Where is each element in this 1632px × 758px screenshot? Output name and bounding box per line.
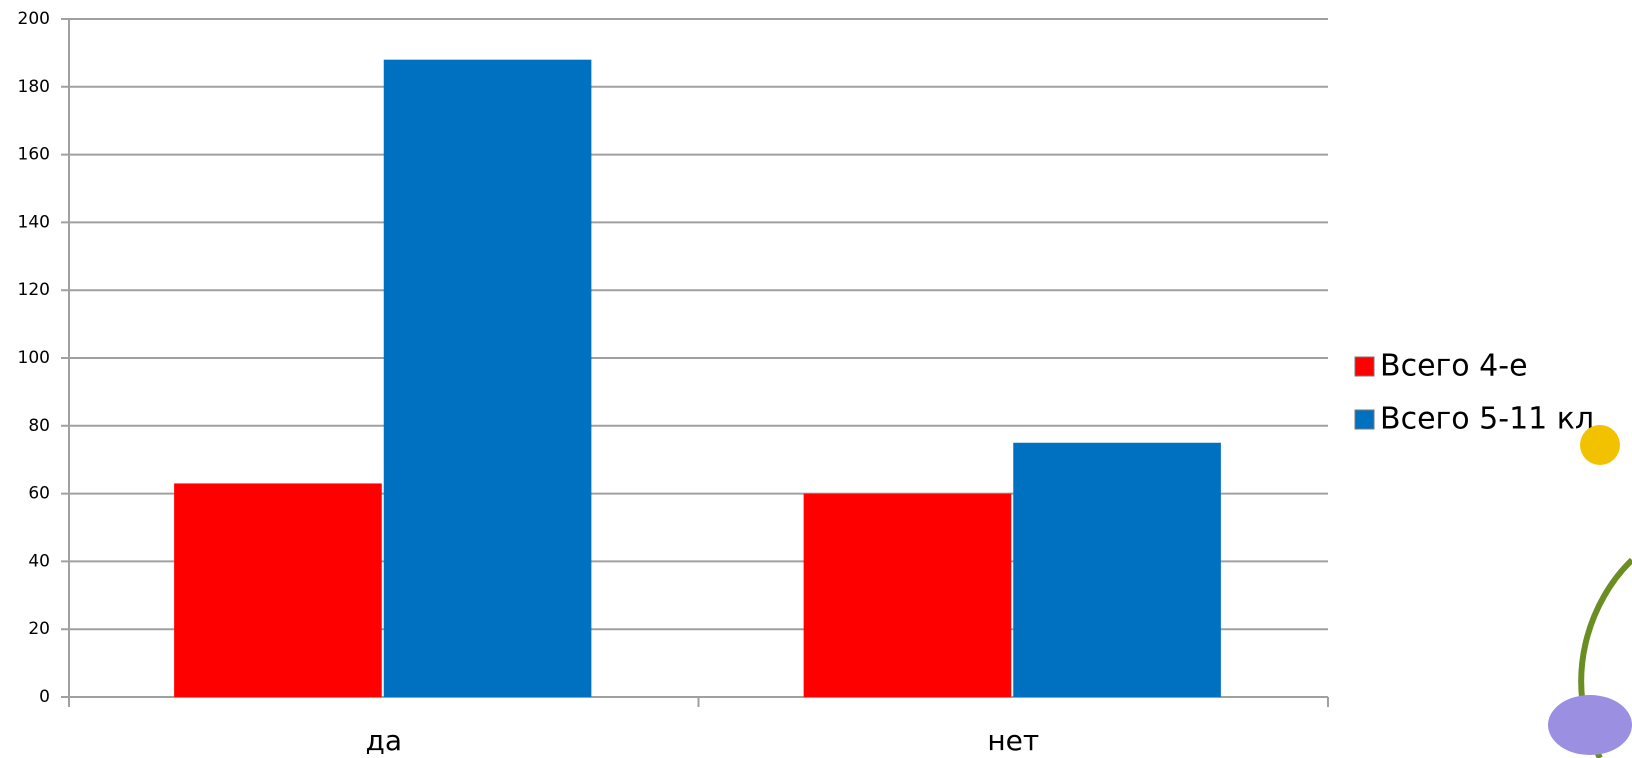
legend-label: Всего 4-е xyxy=(1380,349,1528,384)
legend-label: Всего 5-11 кл xyxy=(1380,402,1594,437)
x-tick-label: нет xyxy=(987,724,1039,757)
y-tick-label: 60 xyxy=(28,484,50,504)
y-tick-label: 200 xyxy=(18,9,50,29)
y-tick-label: 180 xyxy=(18,77,50,97)
y-tick-label: 0 xyxy=(39,687,50,707)
legend-swatch xyxy=(1354,409,1375,430)
legend-swatch xyxy=(1354,356,1375,377)
y-tick-label: 120 xyxy=(18,280,50,300)
bar xyxy=(174,483,382,697)
bar xyxy=(383,59,592,698)
flower-head xyxy=(1580,425,1620,465)
y-tick-label: 100 xyxy=(18,348,50,368)
x-tick-label: да xyxy=(365,724,402,757)
bar xyxy=(803,493,1012,697)
y-tick-label: 140 xyxy=(18,212,50,232)
y-tick-label: 160 xyxy=(18,145,50,165)
flower-petal xyxy=(1548,695,1632,755)
y-tick-label: 40 xyxy=(28,551,50,571)
bar xyxy=(1013,442,1221,697)
y-tick-label: 80 xyxy=(28,416,50,436)
y-tick-label: 20 xyxy=(28,619,50,639)
